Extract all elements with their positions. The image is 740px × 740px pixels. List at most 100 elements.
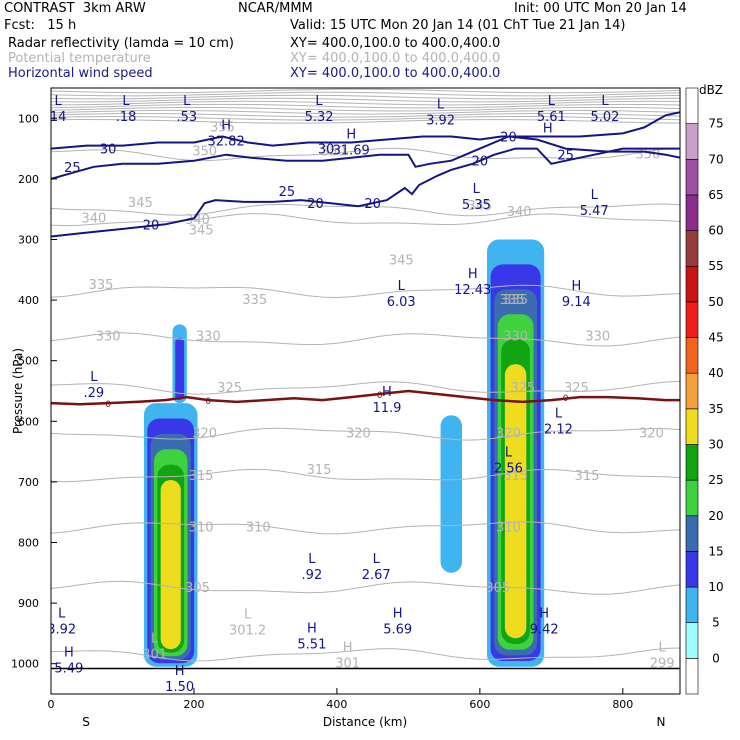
wind-extremum-marker: L — [601, 94, 609, 109]
wind-contour-label: 25 — [557, 149, 574, 164]
colorbar-swatch — [685, 194, 699, 231]
y-tick-label: 700 — [18, 476, 39, 489]
wind-extremum-marker: L — [122, 94, 130, 109]
wind-extremum-marker: L — [591, 188, 599, 203]
theta-contour-305 — [51, 580, 680, 595]
theta-label: 340 — [185, 213, 210, 228]
wind-extremum-value: 31.69 — [333, 144, 370, 159]
wind-extremum-value: 9.42 — [530, 622, 559, 637]
model-title: CONTRAST 3km ARW — [4, 1, 146, 16]
colorbar-tick-label: 20 — [708, 509, 723, 523]
wind-contour-30 — [51, 111, 680, 150]
wind-extremum-marker: H — [393, 606, 403, 621]
theta-label: 340 — [81, 211, 106, 226]
direction-right-label: N — [657, 715, 666, 729]
theta-label: 335 — [242, 293, 267, 308]
wind-extremum-marker: H — [571, 279, 581, 294]
wind-extremum-value: 14 — [50, 110, 67, 125]
forecast-hour: Fcst: 15 h — [4, 18, 77, 33]
theta-contour-335 — [51, 284, 680, 299]
colorbar-tick-label: 70 — [708, 152, 723, 166]
theta-label: 345 — [389, 254, 414, 269]
theta-extremum-value: 299 — [650, 657, 675, 672]
theta-contour-strat — [51, 106, 680, 112]
wind-extremum-value: 2.67 — [362, 568, 391, 583]
wind-extremum-marker: L — [308, 552, 316, 567]
freezing-level-label: 0 — [563, 394, 569, 404]
theta-label: 355 — [210, 120, 235, 135]
wind-contour-label: 20 — [472, 155, 489, 170]
reflectivity-layer — [143, 239, 545, 667]
wind-extremum-marker: L — [55, 94, 63, 109]
y-tick-label: 100 — [18, 112, 39, 125]
wind-extremum-marker: L — [505, 446, 513, 461]
wind-extremum-value: 5.69 — [383, 622, 412, 637]
wind-extremum-marker: L — [315, 94, 323, 109]
y-tick-label: 400 — [18, 294, 39, 307]
colorbar-swatch — [685, 408, 699, 445]
init-time: Init: 00 UTC Mon 20 Jan 14 — [514, 1, 687, 16]
wind-extremum-value: .18 — [116, 110, 137, 125]
theta-extremum-value: 301 — [142, 648, 167, 663]
theta-label: 345 — [128, 196, 153, 211]
wind-extremum-marker: H — [346, 128, 356, 143]
colorbar-swatch — [685, 515, 699, 552]
colorbar-swatch — [685, 372, 699, 410]
theta-contour-strat — [51, 91, 680, 97]
colorbar-tick-label: 55 — [708, 259, 723, 273]
field-name-wind: Horizontal wind speed — [8, 66, 153, 81]
freezing-level-label: 0 — [205, 397, 211, 407]
freezing-level-label: 0 — [377, 391, 383, 401]
colorbar: 0 5 10 15 20 25 30 35 40 45 50 55 60 65 70 75 — [685, 87, 724, 695]
valid-time: Valid: 15 UTC Mon 20 Jan 14 (01 ChT Tue … — [290, 18, 626, 33]
wind-contour-label: 25 — [64, 161, 81, 176]
axes: 0 200 400 600 800100200300400500600700800900… — [11, 87, 681, 711]
theta-label: 315 — [575, 469, 600, 484]
wind-extremum-value: 5.47 — [580, 204, 609, 219]
wind-extremum-value: 5.02 — [590, 110, 619, 125]
theta-label: 320 — [639, 426, 664, 441]
theta-label: 350 — [192, 145, 217, 160]
reflectivity-cell-3-30 — [504, 364, 527, 639]
colorbar-tick-label: 40 — [708, 366, 723, 380]
x-axis-label: Distance (km) — [323, 715, 407, 729]
theta-contour-345 — [51, 203, 680, 217]
theta-label: 305 — [185, 581, 210, 596]
y-tick-label: 500 — [18, 355, 39, 368]
colorbar-tick-label: 10 — [708, 580, 723, 594]
field-xy-wind: XY= 400.0,100.0 to 400.0,400.0 — [290, 66, 501, 81]
field-name-theta: Potential temperature — [8, 51, 151, 66]
theta-label: 330 — [96, 329, 121, 344]
theta-label: 315 — [189, 469, 214, 484]
wind-extremum-marker: H — [221, 118, 231, 133]
theta-extremum-marker: L — [244, 607, 252, 622]
colorbar-swatch — [685, 301, 699, 338]
theta-contour-340 — [51, 213, 680, 227]
wind-extremum-value: .53 — [176, 110, 197, 125]
theta-contour-strat — [51, 100, 680, 106]
theta-contour-strat — [51, 115, 680, 121]
x-tick-label: 600 — [469, 698, 490, 711]
theta-label: 310 — [496, 520, 521, 535]
wind-extremum-value: 5.35 — [462, 198, 491, 213]
y-tick-label: 800 — [18, 537, 39, 550]
theta-contour-strat — [51, 94, 680, 100]
colorbar-swatch — [685, 658, 699, 695]
wind-extremum-marker: H — [175, 664, 185, 679]
y-tick-label: 200 — [18, 173, 39, 186]
theta-label: 335 — [89, 278, 114, 293]
wind-extremum-marker: L — [555, 406, 563, 421]
colorbar-swatch — [685, 87, 699, 124]
colorbar-swatch — [685, 479, 699, 517]
reflectivity-cell-0-30 — [160, 480, 181, 650]
theta-label: 325 — [564, 381, 589, 396]
wind-extremum-marker: H — [64, 646, 74, 661]
wind-extremum-value: 2.12 — [544, 422, 573, 437]
colorbar-tick-label: 60 — [708, 224, 723, 238]
theta-contour-strat — [51, 118, 680, 124]
wind-extremum-marker: H — [543, 122, 553, 137]
x-tick-label: 400 — [326, 698, 347, 711]
wind-extremum-value: 6.03 — [387, 295, 416, 310]
reflectivity-cell-1-10 — [175, 338, 185, 400]
